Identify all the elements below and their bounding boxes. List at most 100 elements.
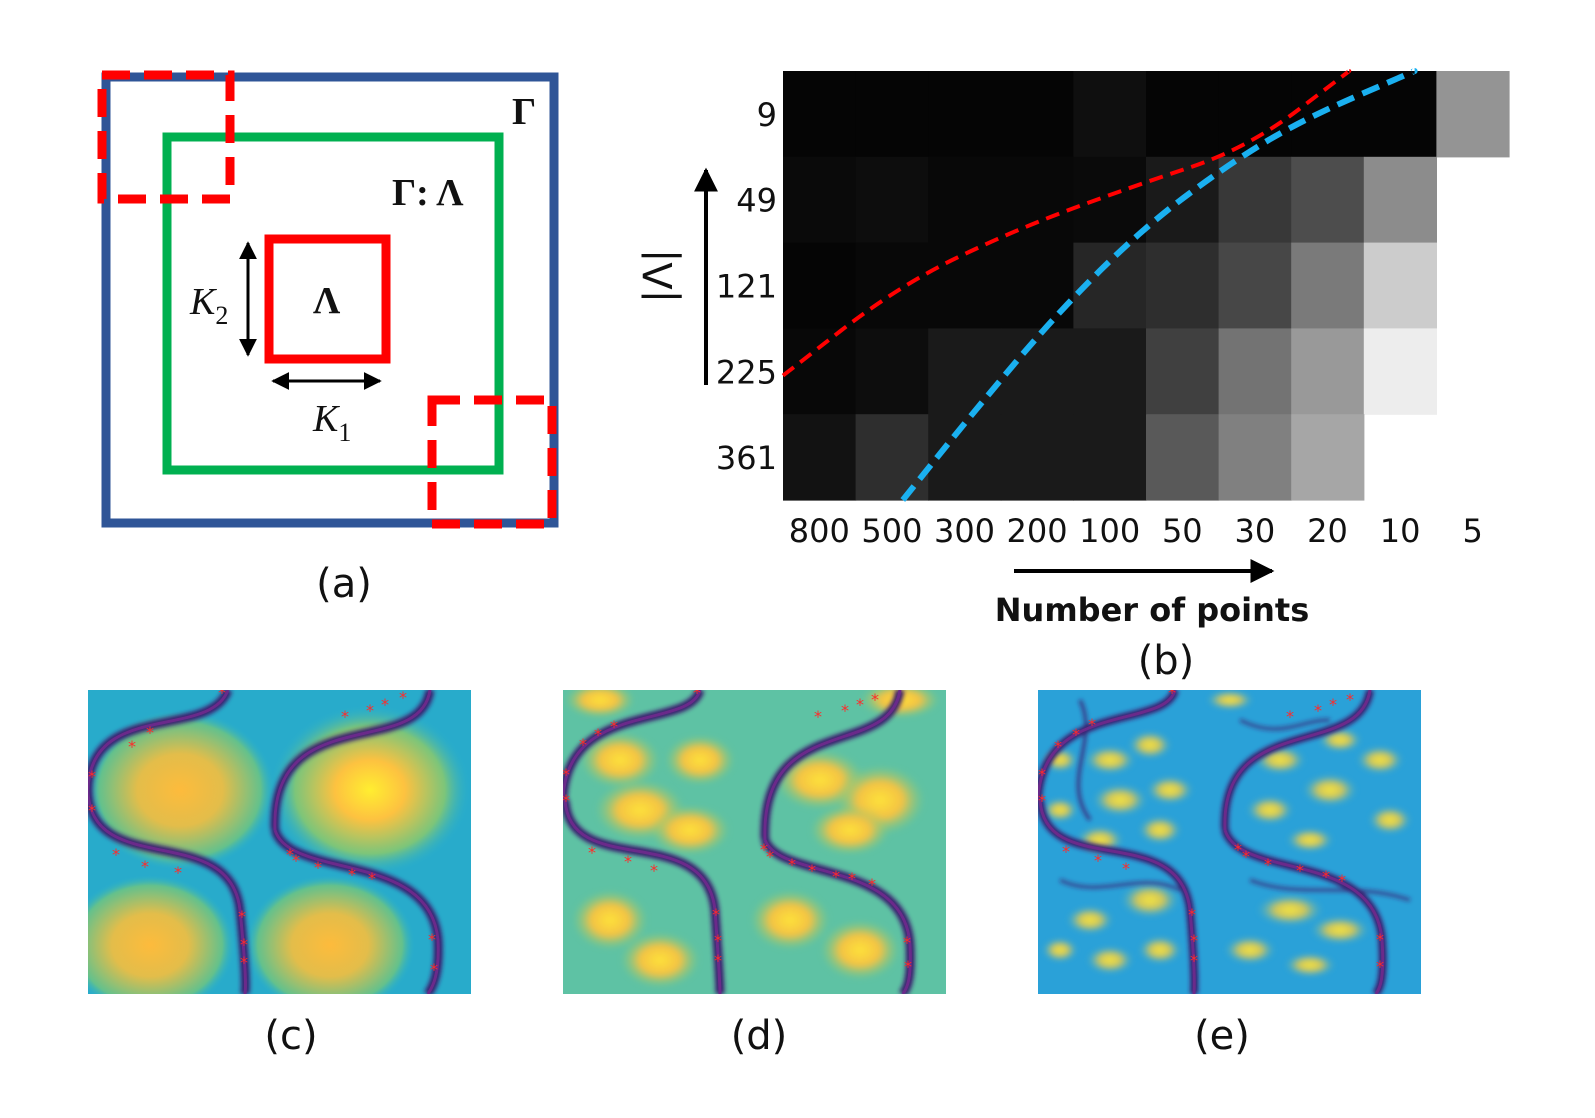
svg-text:*: *	[904, 957, 912, 976]
x-axis-label: Number of points	[995, 591, 1309, 629]
label-k1: K1	[312, 398, 351, 447]
svg-text:*: *	[594, 725, 602, 744]
svg-text:*: *	[588, 843, 596, 862]
heatmap-cell	[1436, 71, 1510, 158]
svg-text:*: *	[1038, 765, 1046, 784]
svg-text:*: *	[871, 690, 879, 709]
label-gamma: Γ	[512, 91, 536, 133]
svg-text:*: *	[1376, 930, 1384, 949]
svg-text:*: *	[1329, 695, 1337, 714]
svg-text:*: *	[1094, 851, 1102, 870]
svg-text:*: *	[174, 863, 182, 882]
y-axis-label: |Λ|	[636, 249, 682, 303]
x-tick-label: 500	[861, 512, 922, 550]
svg-text:*: *	[240, 953, 248, 972]
x-tick-label: 100	[1079, 512, 1140, 550]
svg-text:*: *	[868, 875, 876, 894]
svg-text:*: *	[428, 930, 436, 949]
caption-b: (b)	[1138, 638, 1195, 684]
svg-text:*: *	[841, 701, 849, 720]
red-dashed-curve	[781, 69, 1352, 378]
panel-a-diagram: Γ Γ: Λ Λ K2 K1 (a)	[97, 70, 559, 607]
heatmap-cell	[1000, 242, 1074, 329]
dashed-corner-box-bottom-right	[427, 395, 557, 529]
svg-text:*: *	[368, 869, 376, 888]
gamma-outer-square	[101, 72, 559, 528]
svg-text:*: *	[1338, 871, 1346, 890]
heatmap-cell	[1291, 328, 1365, 415]
svg-text:*: *	[766, 847, 774, 866]
svg-text:*: *	[808, 861, 816, 880]
svg-text:*: *	[1062, 842, 1070, 861]
x-tick-label: 800	[789, 512, 850, 550]
svg-text:*: *	[128, 737, 136, 756]
svg-text:*: *	[141, 857, 149, 876]
heatmap-cell	[783, 328, 857, 415]
svg-text:*: *	[903, 933, 911, 952]
svg-text:*: *	[856, 695, 864, 714]
heatmap-cell	[1000, 328, 1074, 415]
heatmap-cell	[1363, 71, 1437, 158]
heatmap-cell	[1000, 71, 1074, 158]
svg-text:*: *	[399, 688, 407, 707]
svg-text:*: *	[1190, 931, 1198, 950]
svg-text:*: *	[848, 869, 856, 888]
svg-text:*: *	[1168, 683, 1176, 702]
blue-dashed-curve	[900, 68, 1418, 502]
heatmap-cell	[1291, 242, 1365, 329]
heatmap-cell	[1291, 71, 1365, 158]
heatmap-cell	[1218, 71, 1292, 158]
heatmap-cell	[1218, 156, 1292, 244]
svg-text:*: *	[1322, 867, 1330, 886]
heatmap-cell	[1073, 156, 1147, 244]
svg-text:*: *	[788, 855, 796, 874]
x-tick-label: 300	[934, 512, 995, 550]
panel-c-field-image: ***** ** **** * * * *** * * ***	[88, 683, 471, 994]
heatmap-cells	[783, 71, 1510, 501]
svg-text:*: *	[1264, 855, 1272, 874]
svg-text:*: *	[88, 767, 96, 786]
svg-text:*: *	[1376, 957, 1384, 976]
svg-text:*: *	[218, 683, 226, 702]
heatmap-cell	[1000, 414, 1074, 501]
heatmap-cell	[783, 242, 857, 329]
svg-text:*: *	[693, 683, 701, 702]
svg-text:*: *	[562, 765, 570, 784]
svg-text:*: *	[366, 701, 374, 720]
heatmap-cell	[1146, 328, 1220, 415]
label-lambda: Λ	[313, 280, 341, 322]
heatmap-cell	[1291, 414, 1365, 501]
heatmap-cell	[855, 328, 929, 415]
svg-text:*: *	[1072, 725, 1080, 744]
panel-d-field-image: ****** * * **** * * * *** * * * * ***	[562, 683, 946, 994]
svg-text:*: *	[1286, 707, 1294, 726]
heatmap-cell	[1218, 414, 1292, 501]
caption-a: (a)	[316, 561, 372, 607]
svg-text:*: *	[712, 905, 720, 924]
svg-text:*: *	[562, 791, 570, 810]
heatmap-y-ticks: 9 49 121 225 361	[716, 96, 777, 477]
heatmap-cell	[855, 156, 929, 244]
x-tick-label: 30	[1235, 512, 1276, 550]
svg-text:*: *	[1188, 905, 1196, 924]
svg-text:*: *	[1314, 701, 1322, 720]
svg-text:*: *	[286, 845, 294, 864]
svg-text:*: *	[579, 735, 587, 754]
svg-text:*: *	[348, 865, 356, 884]
svg-text:*: *	[1088, 715, 1096, 734]
heatmap-cell	[928, 328, 1002, 415]
heatmap-cell	[783, 156, 857, 244]
heatmap-cell	[1073, 414, 1147, 501]
svg-text:*: *	[314, 858, 322, 877]
heatmap-cell	[1363, 156, 1437, 244]
svg-text:*: *	[88, 801, 96, 820]
heatmap-cell	[1363, 328, 1437, 415]
heatmap-cell	[783, 71, 857, 158]
panel-e-field-image: ****** * * **** * * * ** * * * * ***	[1038, 683, 1421, 994]
heatmap-cell	[855, 414, 929, 501]
x-tick-label: 20	[1307, 512, 1348, 550]
dashed-corner-box-top-left	[97, 70, 235, 204]
heatmap-cell	[1073, 71, 1147, 158]
y-tick-label: 121	[716, 268, 777, 306]
